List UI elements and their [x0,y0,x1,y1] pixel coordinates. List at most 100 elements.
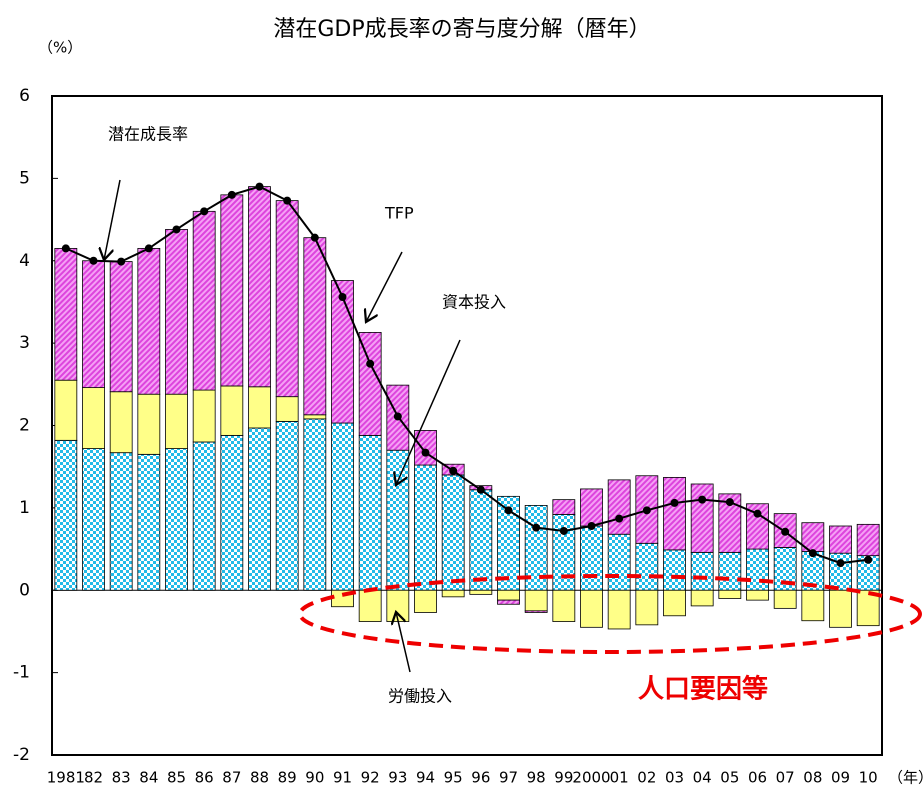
x-tick-label: 98 [527,769,546,787]
line-marker [117,257,126,266]
bar-segment [746,548,769,591]
arrow [366,251,403,322]
x-tick-label: 1981 [47,769,85,787]
line-marker [559,526,568,535]
bar-segment [801,589,825,622]
x-tick-label: 82 [84,769,103,787]
x-tick-label: 93 [388,769,407,787]
bar-segment [220,385,244,436]
x-tick-label: 86 [195,769,214,787]
bar-segment [552,589,576,622]
line-marker [836,559,845,568]
annotation-label: 潜在成長率 [108,125,188,144]
x-tick-label: 10 [859,769,878,787]
line-marker [393,412,402,421]
bar-segment [552,514,576,591]
bar-segment [109,391,133,454]
bar-segment [54,439,78,591]
y-tick-label: 6 [19,86,30,106]
bar-segment [746,589,769,601]
bar-segment [54,379,78,441]
x-tick-label: 84 [139,769,158,787]
bar-segment [524,589,548,612]
bar-segment [165,229,188,395]
line-series [65,185,869,565]
bar-segment [469,589,493,595]
annotation-label: TFP [384,204,414,223]
x-tick-label: 09 [831,769,850,787]
bar-segment [275,420,299,591]
bar-segment [137,453,161,591]
y-tick-label: 1 [19,498,30,518]
arrow [104,179,121,260]
bar-segment [220,194,244,387]
arrow [396,339,461,485]
line-marker [781,527,790,536]
bar-segment [718,551,742,591]
bar-segment [635,542,659,591]
bar-segment [856,589,880,627]
bar-segment [192,441,216,591]
x-tick-label: 89 [278,769,297,787]
line-marker [227,190,236,199]
x-tick-label: 07 [776,769,795,787]
bar-segment [441,589,465,598]
bar-segment [137,393,161,455]
line-marker [310,233,319,242]
x-tick-label: 95 [444,769,463,787]
bar-segment [414,589,437,613]
bar-segment [607,479,631,535]
x-tick-label: 92 [361,769,380,787]
bar-segment [137,247,161,395]
bar-segment [690,483,714,553]
x-tick-label: 08 [803,769,822,787]
bar-segment [663,549,686,591]
bar-segment [441,474,465,591]
bar-segment [220,434,244,591]
bar-segment [607,589,631,630]
x-tick-label: 01 [610,769,629,787]
line-marker [200,207,209,216]
bar-segment [552,499,576,515]
bar-segment [54,247,78,381]
x-tick-label: 03 [665,769,684,787]
y-tick-label: 3 [19,333,30,353]
line-marker [642,506,651,515]
y-tick-label: 4 [19,251,30,271]
line-marker [476,485,485,494]
line-marker [283,196,292,205]
bar-segment [663,476,686,551]
bar-segment [109,452,133,591]
bar-segment [414,464,437,591]
bar-segment [524,610,548,613]
x-tick-label: 94 [416,769,435,787]
bar-segment [303,237,327,416]
x-tick-label: 96 [471,769,490,787]
line-marker [144,244,153,253]
bar-segment [635,589,659,626]
bar-segment [386,449,410,591]
bar-segment [358,589,382,622]
bar-segment [331,422,354,591]
x-tick-label: 2000 [572,769,610,787]
y-tick-label: 2 [19,416,30,436]
chart-title: 潜在GDP成長率の寄与度分解（暦年） [273,17,650,42]
x-unit: （年） [888,769,923,787]
x-tick-label: 99 [554,769,573,787]
annotations: 潜在成長率 TFP 資本投入 労働投入 人口要因等 [104,125,922,706]
bar-segment [607,533,631,591]
bar-segment [469,489,493,591]
bar-segment [165,393,188,449]
highlight-ellipse [298,574,922,654]
y-tick-label: 5 [19,168,30,188]
line-marker [421,448,430,457]
line-marker [504,506,513,515]
line-marker [753,509,762,518]
bar-segment [746,503,769,550]
x-tick-label: 97 [499,769,518,787]
bar-segment [497,599,520,605]
bar-segment [82,448,105,591]
line-marker [255,182,264,191]
bar-segment [773,589,797,609]
annotation-label: 人口要因等 [638,674,768,705]
